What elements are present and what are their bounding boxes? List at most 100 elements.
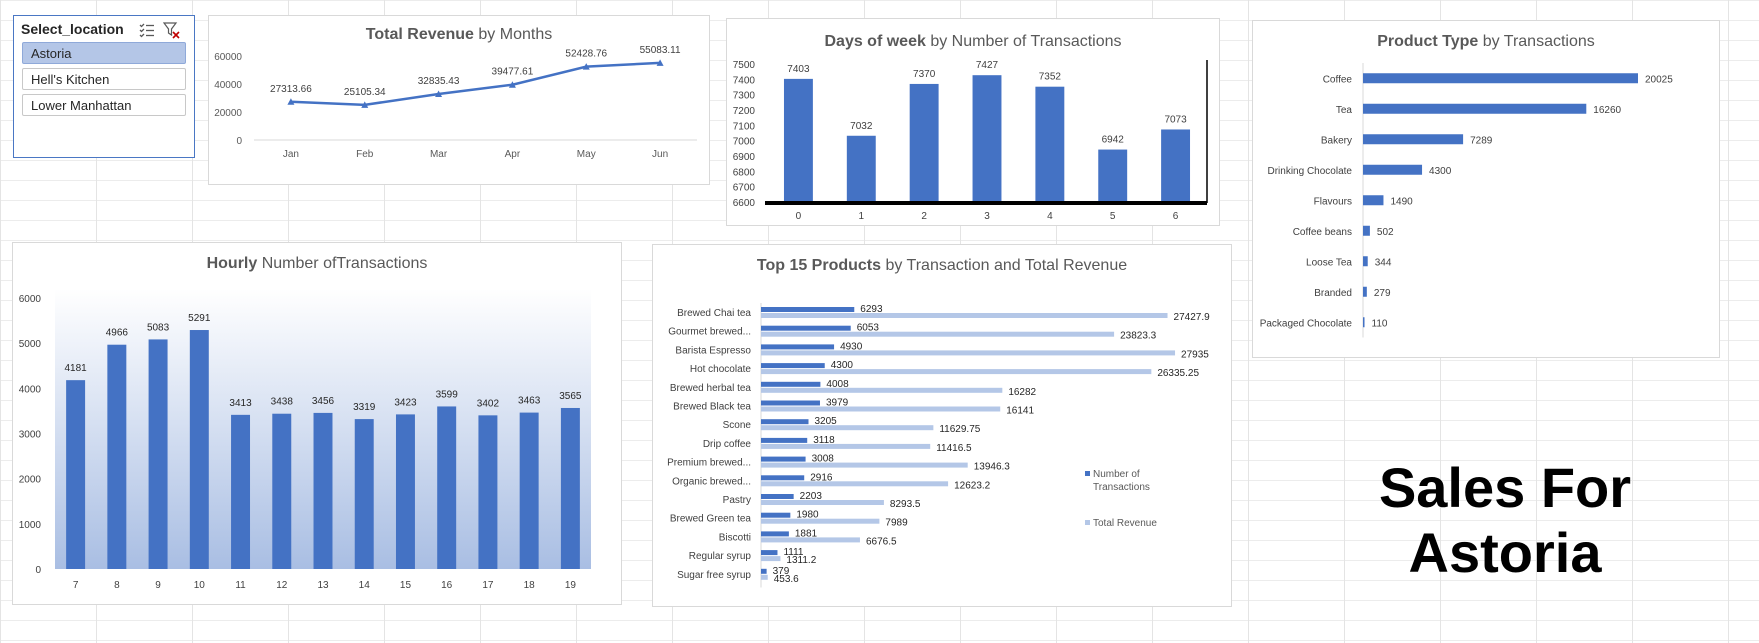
multi-select-icon[interactable] xyxy=(138,21,156,39)
data-label: 1111 xyxy=(783,547,803,558)
product-type-chart-title: Product Type by Transactions xyxy=(1377,33,1595,50)
y-tick-label: 6600 xyxy=(733,198,756,209)
y-tick-label: 7300 xyxy=(733,91,756,102)
weekday-bar xyxy=(1098,149,1128,202)
revenue-bar xyxy=(761,500,884,505)
data-label: 6053 xyxy=(857,323,880,334)
transactions-bar xyxy=(761,437,808,443)
y-tick-label: 60000 xyxy=(214,52,242,63)
data-label: 2203 xyxy=(800,491,823,502)
weekday-chart-panel[interactable]: Days of week by Number of Transactions 6… xyxy=(726,18,1220,226)
transactions-bar xyxy=(761,381,821,387)
weekday-chart-title: Days of week by Number of Transactions xyxy=(824,33,1122,50)
data-label: 379 xyxy=(773,566,790,577)
x-tick-label: 8 xyxy=(114,580,120,591)
data-label: 279 xyxy=(1374,288,1391,299)
top15-chart-panel[interactable]: Top 15 Products by Transaction and Total… xyxy=(652,244,1232,607)
category-label: Coffee xyxy=(1323,74,1353,85)
category-label: Pastry xyxy=(723,495,751,506)
category-label: Brewed Black tea xyxy=(673,402,751,413)
category-label: Drip coffee xyxy=(703,439,752,450)
legend-swatch-revenue xyxy=(1085,520,1090,525)
data-label: 27427.9 xyxy=(1174,312,1211,323)
x-tick-label: 5 xyxy=(1110,211,1116,222)
product-type-chart-panel[interactable]: Product Type by Transactions Coffee 20025… xyxy=(1252,20,1720,358)
data-label: 16260 xyxy=(1593,105,1621,116)
data-label: 3423 xyxy=(394,397,417,408)
data-label: 5291 xyxy=(188,313,211,324)
category-label: Barista Espresso xyxy=(675,345,751,356)
revenue-bar xyxy=(761,481,949,487)
data-label: 4966 xyxy=(106,328,129,339)
data-point-marker xyxy=(508,81,516,88)
category-label: Branded xyxy=(1314,288,1352,299)
revenue-series-line xyxy=(290,61,661,107)
data-label: 7289 xyxy=(1470,135,1493,146)
slicer-item-hells-kitchen[interactable]: Hell's Kitchen xyxy=(22,68,186,90)
data-label: 3319 xyxy=(353,402,376,413)
transactions-bar xyxy=(761,531,789,537)
y-tick-label: 40000 xyxy=(214,80,242,91)
y-tick-label: 1000 xyxy=(19,520,42,531)
transactions-bar xyxy=(761,512,791,518)
data-label: 7073 xyxy=(1164,114,1187,125)
y-tick-label: 6800 xyxy=(733,167,756,178)
data-point-marker xyxy=(287,98,295,105)
slicer-item-lower-manhattan[interactable]: Lower Manhattan xyxy=(22,94,186,116)
x-tick-label: 6 xyxy=(1173,211,1179,222)
data-label: 3402 xyxy=(477,398,500,409)
product-type-bar xyxy=(1363,195,1384,206)
product-type-bar xyxy=(1363,286,1367,297)
category-label: Hot chocolate xyxy=(690,364,752,375)
data-label: 110 xyxy=(1372,318,1388,329)
category-label: Sugar free syrup xyxy=(677,570,751,581)
transactions-bar xyxy=(761,550,778,556)
location-slicer[interactable]: Select_location Astoria Hell's Kitchen L… xyxy=(13,15,195,158)
y-tick-label: 7500 xyxy=(733,60,756,71)
transactions-bar xyxy=(761,419,809,425)
data-label: 4181 xyxy=(64,363,87,374)
y-tick-label: 7100 xyxy=(733,121,756,132)
data-label: 7989 xyxy=(885,518,908,529)
revenue-chart-panel[interactable]: Total Revenue by Months 0 20000 40000 60000… xyxy=(208,15,710,185)
data-label: 502 xyxy=(1377,227,1394,238)
category-label: Tea xyxy=(1336,105,1353,116)
y-tick-label: 4000 xyxy=(19,384,42,395)
x-tick-label: 12 xyxy=(276,580,288,591)
category-label: Gourmet brewed... xyxy=(668,327,751,338)
data-label: 11416.5 xyxy=(936,443,972,454)
hourly-chart-panel[interactable]: Hourly Number ofTransactions 0 1000 2000 30… xyxy=(12,242,622,605)
data-label: 7352 xyxy=(1039,72,1062,83)
x-tick-label: 11 xyxy=(235,580,246,591)
slicer-item-astoria[interactable]: Astoria xyxy=(22,42,186,64)
y-tick-label: 2000 xyxy=(19,475,42,486)
data-label: 1881 xyxy=(795,528,818,539)
x-tick-label: 0 xyxy=(796,211,802,222)
hourly-bar xyxy=(395,414,415,569)
data-label: 6676.5 xyxy=(866,536,897,547)
data-label: 3599 xyxy=(436,389,459,400)
y-tick-label: 0 xyxy=(236,136,242,147)
headline-title: Sales For Astoria xyxy=(1378,456,1632,584)
data-label: 344 xyxy=(1375,257,1392,268)
x-tick-label: 3 xyxy=(984,211,990,222)
data-label: 27313.66 xyxy=(270,84,312,95)
data-label: 6942 xyxy=(1102,135,1125,146)
weekday-bar xyxy=(909,83,939,202)
category-label: Regular syrup xyxy=(689,551,752,562)
transactions-bar xyxy=(761,400,820,406)
revenue-bar xyxy=(761,387,1003,393)
data-label: 23823.3 xyxy=(1120,331,1157,342)
data-label: 7403 xyxy=(787,64,810,75)
category-label: Loose Tea xyxy=(1306,257,1352,268)
clear-filter-icon[interactable] xyxy=(162,21,181,39)
data-label: 1980 xyxy=(796,510,819,521)
data-label: 6293 xyxy=(860,304,883,315)
transactions-bar xyxy=(761,344,835,350)
revenue-bar xyxy=(761,537,860,543)
top15-chart-title: Top 15 Products by Transaction and Total… xyxy=(756,257,1128,274)
weekday-bar xyxy=(1035,86,1065,202)
revenue-bar xyxy=(761,406,1001,412)
data-label: 3463 xyxy=(518,396,541,407)
y-tick-label: 5000 xyxy=(19,339,42,350)
